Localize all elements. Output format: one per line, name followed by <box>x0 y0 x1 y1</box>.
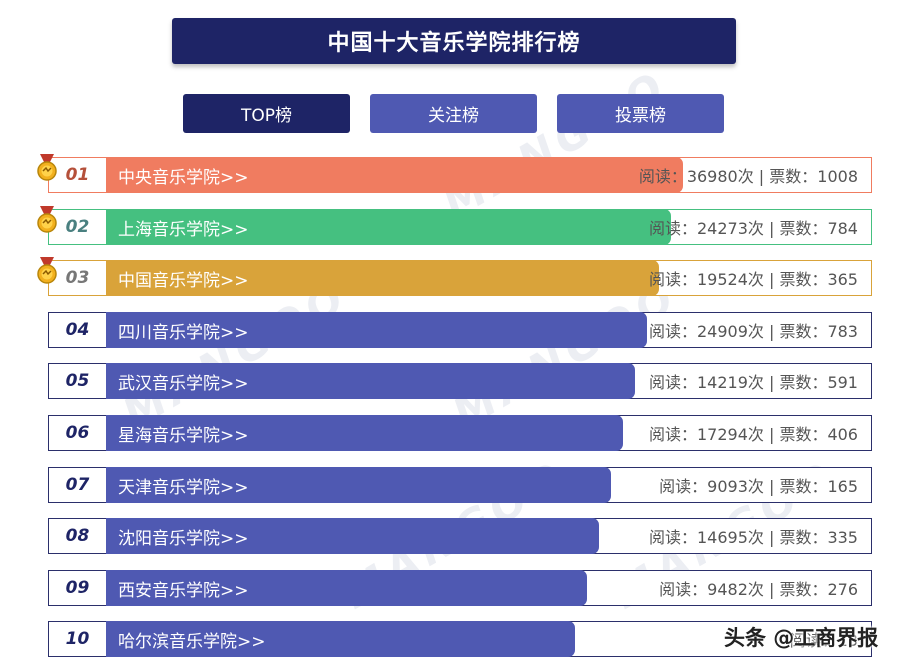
read-vote-stats: 阅读：24273次 | 票数：784 <box>648 219 858 238</box>
school-name-link[interactable]: 星海音乐学院>> <box>118 425 249 446</box>
ranking-row[interactable]: 06 星海音乐学院>> 阅读：17294次 | 票数：406 <box>48 415 872 451</box>
rank-bar <box>106 415 623 451</box>
school-name-link[interactable]: 沈阳音乐学院>> <box>118 528 249 549</box>
rank-number: 06 <box>65 423 90 443</box>
ranking-row[interactable]: 09 西安音乐学院>> 阅读：9482次 | 票数：276 <box>48 570 872 606</box>
read-vote-stats: 阅读：17294次 | 票数：406 <box>648 425 858 444</box>
school-name-link[interactable]: 西安音乐学院>> <box>118 580 249 601</box>
footer-watermark: 头条 @工商界报 <box>724 626 879 650</box>
rank-bar <box>106 621 575 657</box>
school-name-link[interactable]: 中央音乐学院>> <box>118 167 249 188</box>
school-name-link[interactable]: 四川音乐学院>> <box>118 322 249 343</box>
school-name-link[interactable]: 哈尔滨音乐学院>> <box>118 631 266 652</box>
medal-icon <box>37 154 57 181</box>
rank-number: 05 <box>65 371 90 391</box>
rank-number: 03 <box>65 268 90 288</box>
ranking-row[interactable]: 04 四川音乐学院>> 阅读：24909次 | 票数：783 <box>48 312 872 348</box>
read-vote-stats: 阅读：9093次 | 票数：165 <box>659 477 858 496</box>
read-vote-stats: 阅读：14219次 | 票数：591 <box>648 373 858 392</box>
ranking-row[interactable]: 01 中央音乐学院>> 阅读：36980次 | 票数：1008 <box>37 154 872 193</box>
medal-icon <box>37 206 57 233</box>
read-vote-stats: 阅读：24909次 | 票数：783 <box>648 322 858 341</box>
read-vote-stats: 阅读：36980次 | 票数：1008 <box>638 167 858 186</box>
read-vote-stats: 阅读：13 <box>789 631 858 650</box>
rank-bar <box>106 363 635 399</box>
ranking-row[interactable]: 03 中国音乐学院>> 阅读：19524次 | 票数：365 <box>37 257 872 296</box>
rank-bar <box>106 312 647 348</box>
ranking-row[interactable]: 02 上海音乐学院>> 阅读：24273次 | 票数：784 <box>37 206 872 245</box>
ranking-row[interactable]: 08 沈阳音乐学院>> 阅读：14695次 | 票数：335 <box>48 518 872 554</box>
read-vote-stats: 阅读：9482次 | 票数：276 <box>659 580 858 599</box>
rank-bar <box>106 260 659 296</box>
read-vote-stats: 阅读：19524次 | 票数：365 <box>648 270 858 289</box>
tab-top[interactable]: TOP榜 <box>183 94 350 133</box>
rank-bar <box>106 157 683 193</box>
watermark: MANGOO <box>434 60 677 229</box>
tab-vote[interactable]: 投票榜 <box>557 94 724 133</box>
rank-number: 04 <box>65 320 90 340</box>
rank-bar <box>106 209 671 245</box>
school-name-link[interactable]: 中国音乐学院>> <box>118 270 249 291</box>
school-name-link[interactable]: 上海音乐学院>> <box>118 219 249 240</box>
school-name-link[interactable]: 天津音乐学院>> <box>118 477 249 498</box>
ranking-row[interactable]: 07 天津音乐学院>> 阅读：9093次 | 票数：165 <box>48 467 872 503</box>
ranking-row[interactable]: 10 哈尔滨音乐学院>> 阅读：13 <box>48 621 872 657</box>
rank-number: 09 <box>65 578 90 598</box>
read-vote-stats: 阅读：14695次 | 票数：335 <box>648 528 858 547</box>
rank-number: 08 <box>65 526 90 546</box>
rank-number: 01 <box>65 165 90 185</box>
rank-number: 10 <box>65 629 90 649</box>
ranking-row[interactable]: 05 武汉音乐学院>> 阅读：14219次 | 票数：591 <box>48 363 872 399</box>
rank-number: 07 <box>65 475 90 495</box>
tab-follow[interactable]: 关注榜 <box>370 94 537 133</box>
school-name-link[interactable]: 武汉音乐学院>> <box>118 373 249 394</box>
page-title: 中国十大音乐学院排行榜 <box>172 18 736 64</box>
rank-bar <box>106 467 611 503</box>
medal-icon <box>37 257 57 284</box>
rank-bar <box>106 570 587 606</box>
rank-bar <box>106 518 599 554</box>
rank-number: 02 <box>65 217 90 237</box>
